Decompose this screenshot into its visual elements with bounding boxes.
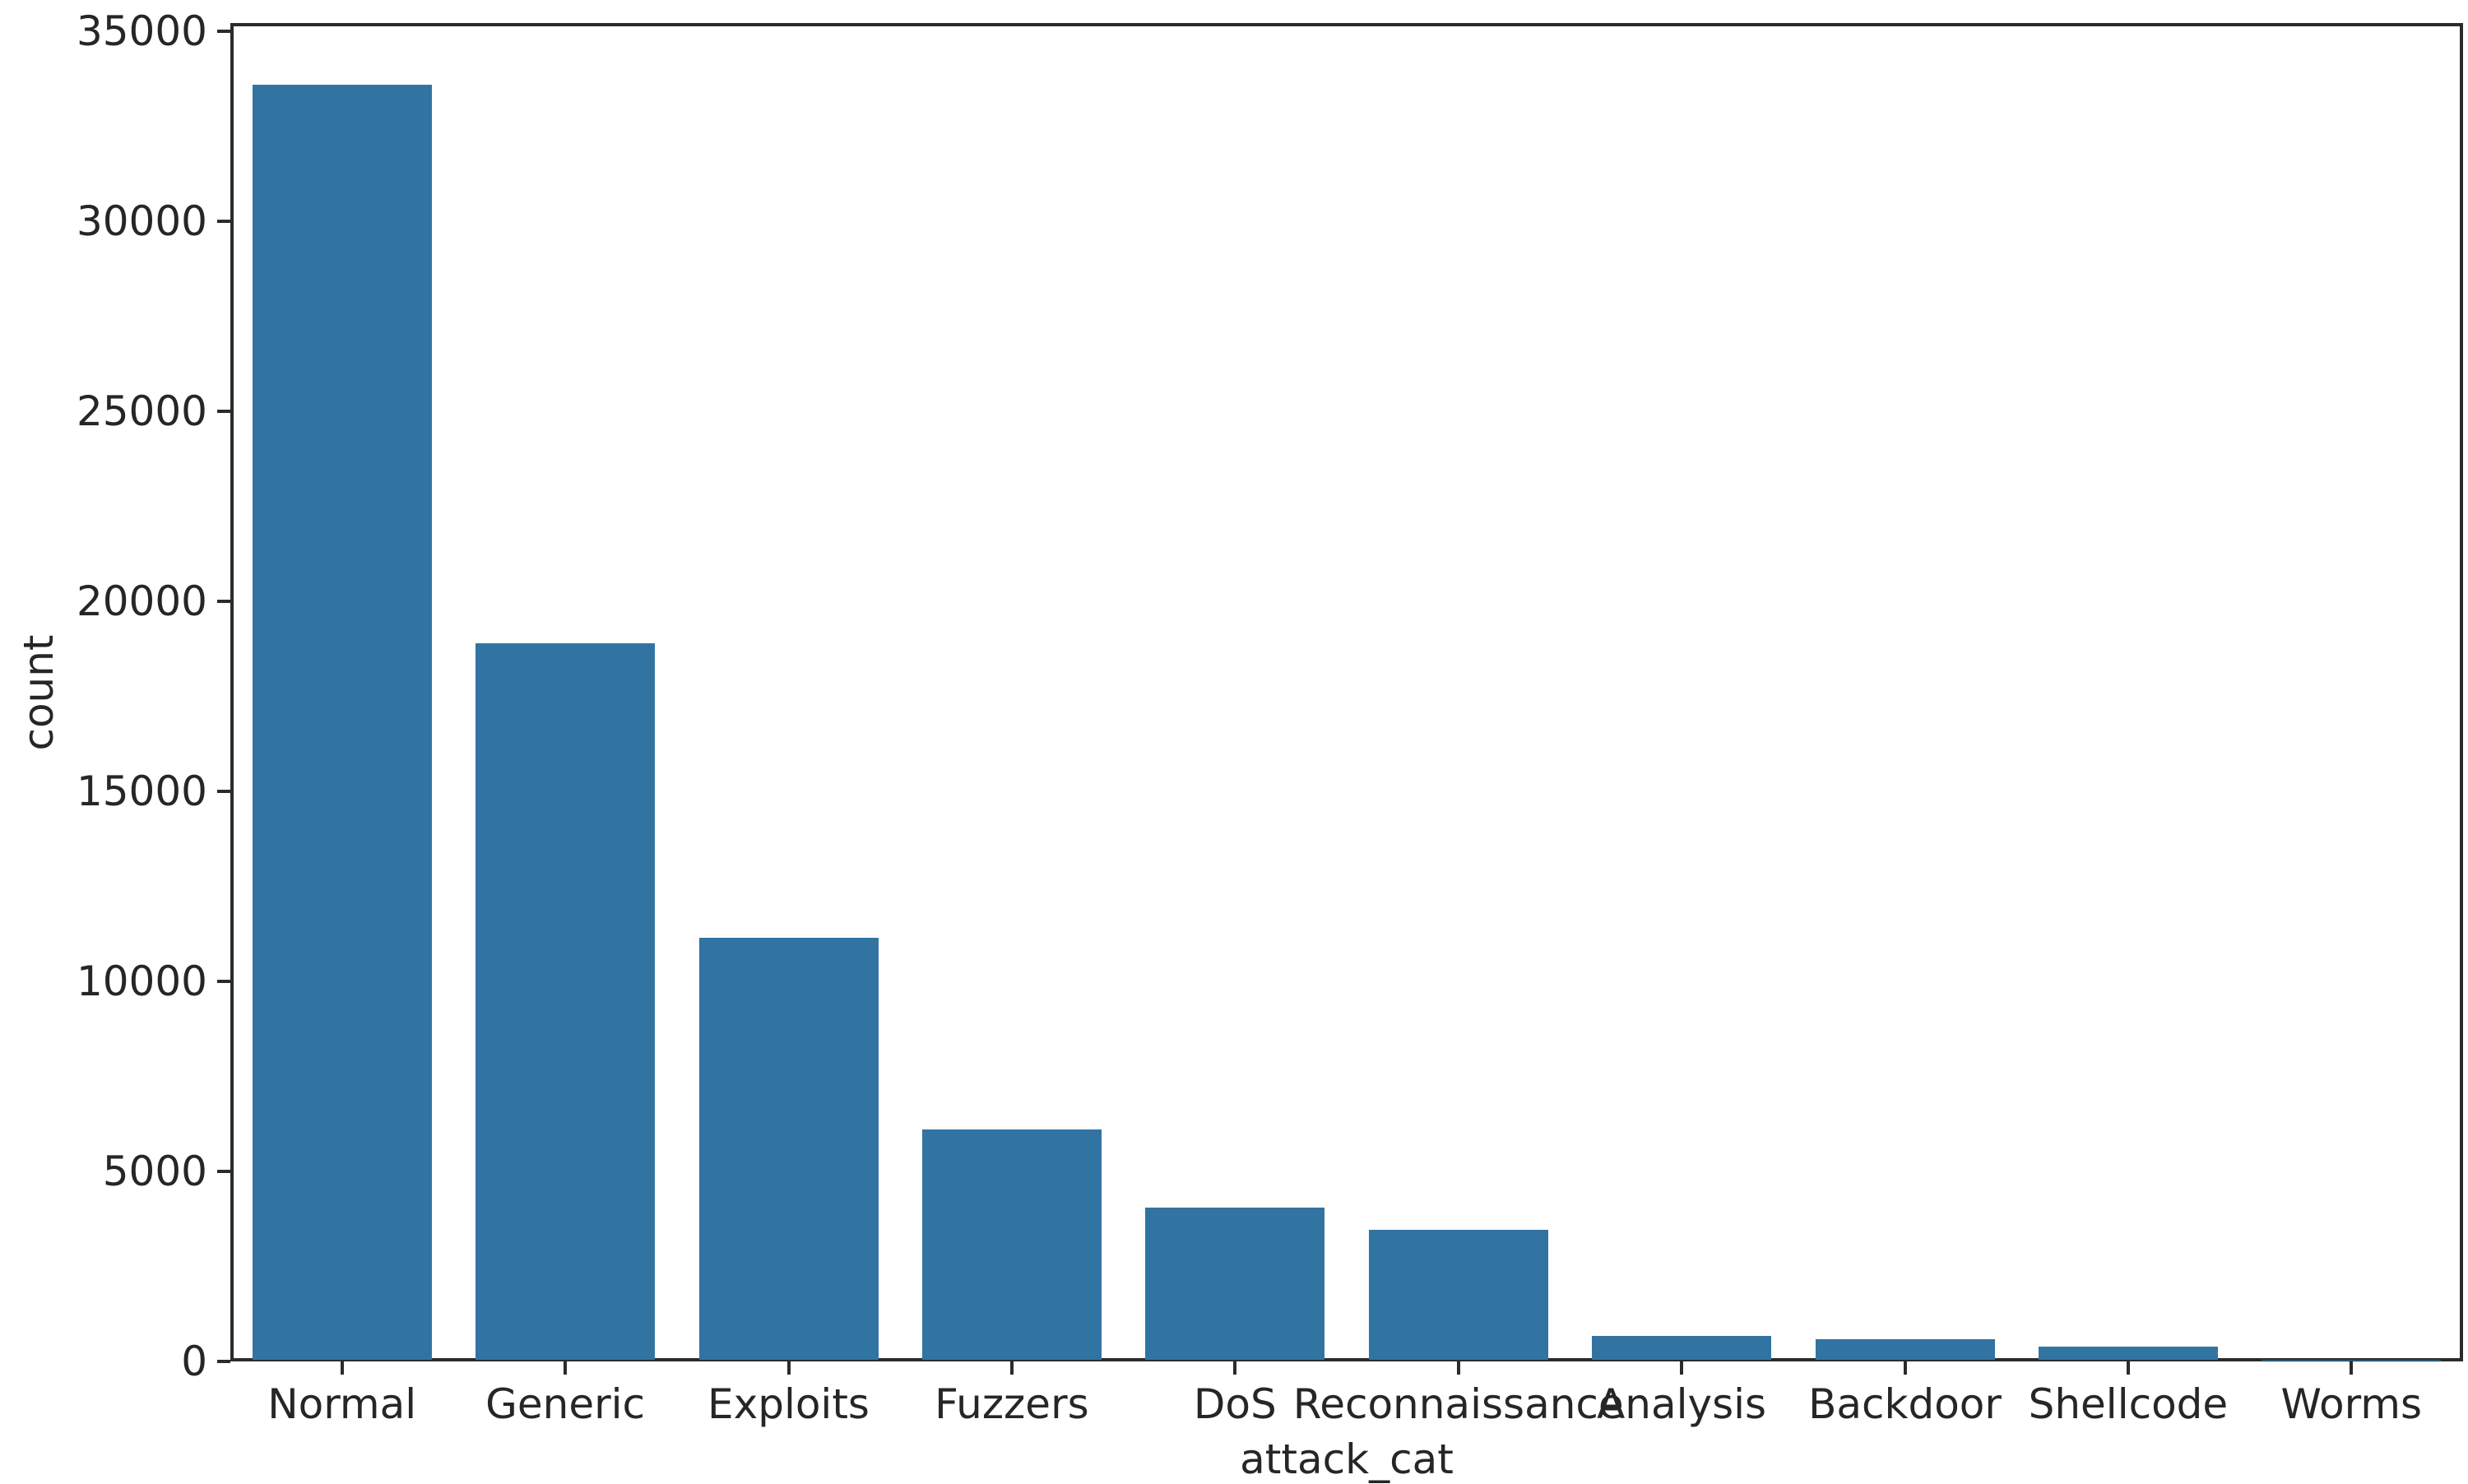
y-tick-mark [217, 220, 230, 223]
y-tick-label: 25000 [76, 387, 207, 435]
x-tick-mark [1680, 1361, 1684, 1375]
y-tick-mark [217, 980, 230, 983]
x-tick-label-reconnaissance: Reconnaissance [1292, 1380, 1624, 1428]
x-tick-mark [1903, 1361, 1907, 1375]
bar-dos [1145, 1207, 1325, 1360]
x-tick-label-dos: DoS [1193, 1380, 1277, 1428]
bar-analysis [1592, 1335, 1772, 1360]
x-tick-label-worms: Worms [2280, 1380, 2423, 1428]
y-tick-mark [217, 790, 230, 793]
y-tick-mark [217, 410, 230, 413]
x-tick-label-normal: Normal [267, 1380, 417, 1428]
y-tick-label: 35000 [76, 7, 207, 55]
y-tick-label: 30000 [76, 197, 207, 245]
bar-fuzzers [921, 1129, 1102, 1360]
y-tick-label: 10000 [76, 958, 207, 1005]
y-tick-mark [217, 600, 230, 603]
y-tick-mark [217, 30, 230, 33]
y-tick-mark [217, 1360, 230, 1363]
y-axis-label: count [15, 633, 63, 751]
x-tick-mark [340, 1361, 344, 1375]
x-tick-mark [786, 1361, 791, 1375]
x-tick-mark [564, 1361, 568, 1375]
bar-shellcode [2038, 1347, 2218, 1360]
y-tick-label: 5000 [102, 1148, 207, 1195]
bar-backdoor [1815, 1338, 1995, 1360]
x-tick-label-generic: Generic [485, 1380, 646, 1428]
bar-generic [476, 642, 656, 1360]
x-tick-mark [1009, 1361, 1014, 1375]
bar-exploits [698, 937, 879, 1360]
x-tick-mark [2126, 1361, 2130, 1375]
y-tick-label: 15000 [76, 768, 207, 815]
y-tick-label: 0 [181, 1338, 207, 1385]
x-tick-label-fuzzers: Fuzzers [935, 1380, 1089, 1428]
x-tick-mark [2350, 1361, 2354, 1375]
y-tick-label: 20000 [76, 577, 207, 625]
x-tick-label-exploits: Exploits [707, 1380, 870, 1428]
y-tick-mark [217, 1170, 230, 1173]
x-tick-label-backdoor: Backdoor [1808, 1380, 2002, 1428]
x-axis-label: attack_cat [1240, 1435, 1454, 1483]
x-tick-mark [1456, 1361, 1460, 1375]
x-tick-label-shellcode: Shellcode [2028, 1380, 2229, 1428]
x-tick-mark [1233, 1361, 1237, 1375]
x-tick-label-analysis: Analysis [1597, 1380, 1767, 1428]
bar-reconnaissance [1368, 1230, 1548, 1360]
bar-normal [252, 84, 432, 1360]
